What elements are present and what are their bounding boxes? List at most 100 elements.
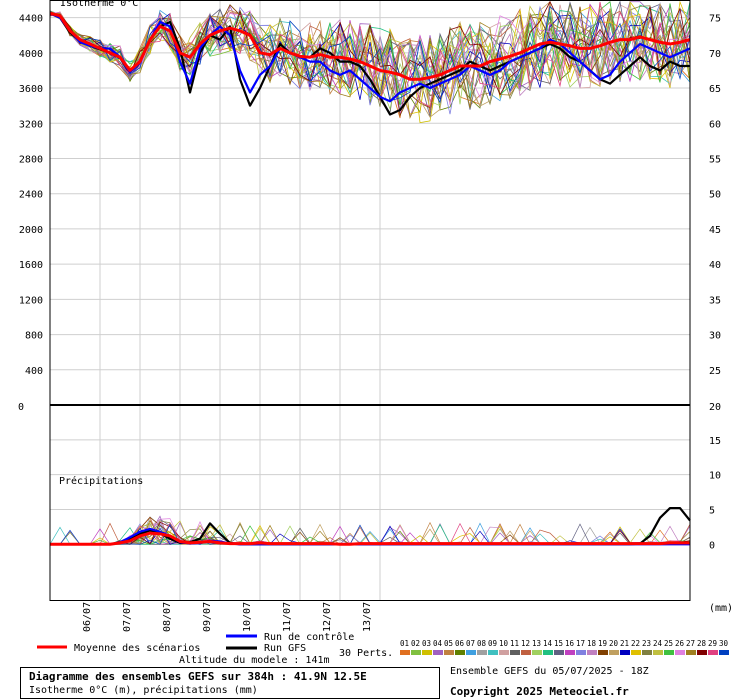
pert-legend-swatch (609, 650, 619, 655)
pert-legend-swatch (697, 650, 707, 655)
legend-mean-label: Moyenne des scénarios (74, 642, 200, 654)
pert-legend-num: 27 (686, 639, 695, 648)
precip-unit-label: (mm) (709, 603, 733, 614)
xtick-label: 13/07 (362, 602, 373, 632)
ytick-right-upper: 55 (709, 154, 721, 165)
pert-legend-swatch (565, 650, 575, 655)
xtick-label: 09/07 (202, 602, 213, 632)
legend-control-label: Run de contrôle (264, 631, 354, 643)
perturbation-lines-upper (49, 0, 691, 124)
ytick-left: 4000 (19, 49, 43, 60)
pert-legend-num: 20 (609, 639, 619, 648)
series-lower (50, 506, 691, 546)
pert-legend-swatch (642, 650, 652, 655)
legend: Moyenne des scénarios Run de contrôle Ru… (37, 631, 729, 659)
pert-legend-swatch (488, 650, 498, 655)
xtick-label: 12/07 (322, 602, 333, 632)
panel-frames (49, 0, 691, 601)
pert-line-29 (49, 1, 691, 108)
chart-subtitle: Isotherme 0°C (m), précipitations (mm) (29, 685, 258, 696)
pert-legend-num: 29 (708, 639, 717, 648)
ytick-right-upper: 40 (709, 260, 721, 271)
ytick-left: 1200 (19, 295, 43, 306)
ytick-right-upper: 50 (709, 190, 721, 201)
pert-legend-num: 16 (565, 639, 575, 648)
pert-legend-swatch (422, 650, 432, 655)
pert-legend-swatch (543, 650, 553, 655)
x-ticks: 06/07 07/07 08/07 09/07 10/07 11/07 12/07 13/07 (82, 602, 373, 632)
ytick-left: 3200 (19, 119, 43, 130)
ytick-left: 3600 (19, 84, 43, 95)
pert-legend-num: 17 (576, 639, 585, 648)
legend-perts-label: 30 Perts. (339, 648, 393, 659)
pert-legend-num: 28 (697, 639, 707, 648)
ytick-left-zero: 0 (18, 402, 24, 413)
pert-legend-num: 01 (400, 639, 409, 648)
pert-legend-num: 13 (532, 639, 541, 648)
pert-legend-num: 14 (543, 639, 553, 648)
pert-legend-swatch (675, 650, 685, 655)
pert-legend-swatch (653, 650, 663, 655)
pert-legend-num: 22 (631, 639, 640, 648)
ytick-right-lower: 15 (709, 436, 721, 447)
ytick-right-upper: 60 (709, 119, 721, 130)
ytick-right-zero: 20 (709, 402, 721, 413)
pert-line-30 (49, 5, 691, 104)
pert-legend-num: 04 (433, 639, 443, 648)
pert-legend-swatch (499, 650, 509, 655)
pert-legend-num: 12 (521, 639, 530, 648)
ytick-left: 800 (25, 331, 43, 342)
pert-legend-num: 03 (422, 639, 431, 648)
upper-frame (49, 0, 691, 405)
xtick-label: 11/07 (282, 602, 293, 632)
pert-legend-swatch (719, 650, 729, 655)
xtick-label: 06/07 (82, 602, 93, 632)
y-ticks-right: 25 30 35 40 45 50 55 60 65 70 75 20 0 5 10 15 (709, 14, 721, 552)
perturbation-legend: 01 02 03 04 05 06 07 08 09 10 11 12 13 14 15 16 17 18 19 20… (400, 639, 729, 655)
lower-frame (49, 405, 691, 601)
pert-legend-num: 21 (620, 639, 629, 648)
pert-legend-swatch (620, 650, 630, 655)
ytick-left: 1600 (19, 260, 43, 271)
series-upper (49, 11, 691, 116)
ytick-right-upper: 75 (709, 14, 721, 25)
xtick-label: 07/07 (122, 602, 133, 632)
pert-legend-swatch (554, 650, 564, 655)
pert-legend-swatch (587, 650, 597, 655)
pert-legend-num: 11 (510, 639, 519, 648)
lower-panel-label: Précipitations (59, 475, 143, 487)
series-lower-mean (50, 531, 690, 546)
pert-legend-num: 06 (455, 639, 465, 648)
pert-line-25 (49, 1, 691, 105)
ytick-right-upper: 35 (709, 295, 721, 306)
pert-legend-swatch (433, 650, 443, 655)
pert-legend-swatch (664, 650, 674, 655)
pert-legend-swatch (576, 650, 586, 655)
pert-legend-num: 08 (477, 639, 487, 648)
altitude-label: Altitude du modele : 141m (179, 655, 330, 666)
ytick-left: 2000 (19, 225, 43, 236)
upper-panel-label: Isotherme 0°C (60, 0, 138, 9)
pert-legend-swatch (400, 650, 410, 655)
pert-legend-num: 23 (642, 639, 651, 648)
pert-legend-swatch (532, 650, 542, 655)
pert-legend-num: 07 (466, 639, 475, 648)
upper-grid (50, 0, 690, 405)
xtick-label: 08/07 (162, 602, 173, 632)
ytick-right-upper: 65 (709, 84, 721, 95)
legend-gfs-label: Run GFS (264, 643, 306, 654)
ytick-right-upper: 45 (709, 225, 721, 236)
ytick-left: 2400 (19, 190, 43, 201)
pert-legend-num: 19 (598, 639, 607, 648)
pert-legend-swatch (466, 650, 476, 655)
y-ticks-left: 400 800 1200 1600 2000 2400 2800 3200 3600 4000 44… (18, 14, 43, 413)
pert-legend-num: 09 (488, 639, 497, 648)
pert-legend-swatch (631, 650, 641, 655)
pert-legend-num: 10 (499, 639, 509, 648)
pert-legend-swatch (444, 650, 454, 655)
ytick-right-upper: 70 (709, 49, 721, 60)
pert-legend-swatch (708, 650, 718, 655)
pert-legend-swatch (686, 650, 696, 655)
pert-legend-num: 30 (719, 639, 729, 648)
